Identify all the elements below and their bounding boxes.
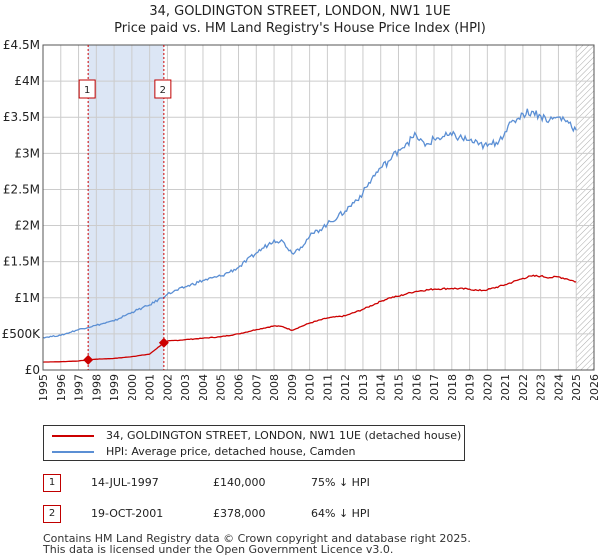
y-tick-label: £1M <box>14 291 40 305</box>
y-tick-label: £3.5M <box>3 110 40 124</box>
property-price-line <box>43 274 577 363</box>
sale-2-badge-label: 2 <box>160 85 166 96</box>
x-tick-label: 2016 <box>410 374 423 400</box>
x-tick-label: 2023 <box>535 374 548 400</box>
x-tick-label: 2000 <box>126 374 139 400</box>
x-tick-label: 1999 <box>108 374 121 400</box>
legend-label-hpi: HPI: Average price, detached house, Camd… <box>106 445 356 458</box>
x-tick-label: 1996 <box>55 374 68 400</box>
x-tick-label: 2010 <box>304 374 317 400</box>
sale-1-badge <box>78 79 96 99</box>
legend-swatch-property <box>52 435 94 437</box>
sale-badge-2: 2 <box>43 505 61 523</box>
sale-date-2: 19-OCT-2001 <box>91 507 164 520</box>
y-tick-label: £0 <box>25 363 40 377</box>
sale-2-point <box>158 337 169 348</box>
x-tick-label: 2013 <box>357 374 370 400</box>
sale-1-badge-label: 1 <box>84 85 90 96</box>
x-tick-label: 1995 <box>37 374 50 400</box>
sale-row-1: 1 14-JUL-1997 £140,000 75% ↓ HPI <box>43 474 563 492</box>
chart-subtitle: Price paid vs. HM Land Registry's House … <box>114 21 486 36</box>
sale-hpi-1: 75% ↓ HPI <box>311 476 370 489</box>
legend-label-property: 34, GOLDINGTON STREET, LONDON, NW1 1UE (… <box>106 429 462 442</box>
y-tick-label: £2M <box>14 219 40 233</box>
x-tick-label: 2020 <box>481 374 494 400</box>
x-tick-label: 2012 <box>339 374 352 400</box>
x-tick-label: 2006 <box>233 374 246 400</box>
footer: Contains HM Land Registry data © Crown c… <box>43 533 471 555</box>
x-tick-label: 2018 <box>446 374 459 400</box>
sale-2-badge <box>154 79 172 99</box>
x-tick-label: 2001 <box>144 374 157 400</box>
sale-hpi-2: 64% ↓ HPI <box>311 507 370 520</box>
price-chart: £0 £500K £1M £1.5M £2M £2.5M £3M £3.5M £4M £4.5M 1… <box>2 38 600 400</box>
x-tick-label: 2004 <box>197 374 210 400</box>
footer-licence: This data is licensed under the Open Gov… <box>43 543 394 556</box>
x-tick-label: 2002 <box>161 374 174 400</box>
x-tick-label: 2026 <box>588 374 600 400</box>
hatched-region <box>576 45 594 370</box>
sale-price-1: £140,000 <box>213 476 266 489</box>
sale-price-2: £378,000 <box>213 507 266 520</box>
x-tick-label: 2011 <box>321 374 334 400</box>
x-tick-label: 1998 <box>90 374 103 400</box>
chart-title: 34, GOLDINGTON STREET, LONDON, NW1 1UE <box>149 4 451 19</box>
sale-row-2: 2 19-OCT-2001 £378,000 64% ↓ HPI <box>43 505 563 523</box>
x-tick-label: 2005 <box>215 374 228 400</box>
x-tick-label: 2017 <box>428 374 441 400</box>
plot-frame <box>42 44 595 371</box>
footer-copyright: Contains HM Land Registry data © Crown c… <box>43 532 471 545</box>
sale-1-point <box>83 354 94 365</box>
y-tick-label: £500K <box>2 327 42 341</box>
y-tick-label: £4.5M <box>3 38 40 52</box>
x-tick-label: 2025 <box>570 374 583 400</box>
x-tick-label: 2024 <box>552 374 565 400</box>
x-tick-label: 2007 <box>250 374 263 400</box>
x-tick-label: 2008 <box>268 374 281 400</box>
x-tick-label: 2014 <box>375 374 388 400</box>
sale-date-1: 14-JUL-1997 <box>91 476 159 489</box>
hpi-line <box>43 108 577 339</box>
legend: 34, GOLDINGTON STREET, LONDON, NW1 1UE (… <box>43 425 465 461</box>
y-tick-label: £1.5M <box>3 255 40 269</box>
x-tick-label: 2009 <box>286 374 299 400</box>
x-tick-label: 2003 <box>179 374 192 400</box>
y-tick-label: £3M <box>14 146 40 160</box>
y-tick-label: £4M <box>14 74 40 88</box>
x-tick-label: 2019 <box>464 374 477 400</box>
sale-badge-1: 1 <box>43 474 61 492</box>
sale-period-shade <box>88 45 164 370</box>
legend-swatch-hpi <box>52 451 94 453</box>
x-tick-label: 1997 <box>73 374 86 400</box>
x-tick-label: 2022 <box>517 374 530 400</box>
x-tick-label: 2015 <box>392 374 405 400</box>
x-tick-label: 2021 <box>499 374 512 400</box>
y-tick-label: £2.5M <box>3 182 40 196</box>
